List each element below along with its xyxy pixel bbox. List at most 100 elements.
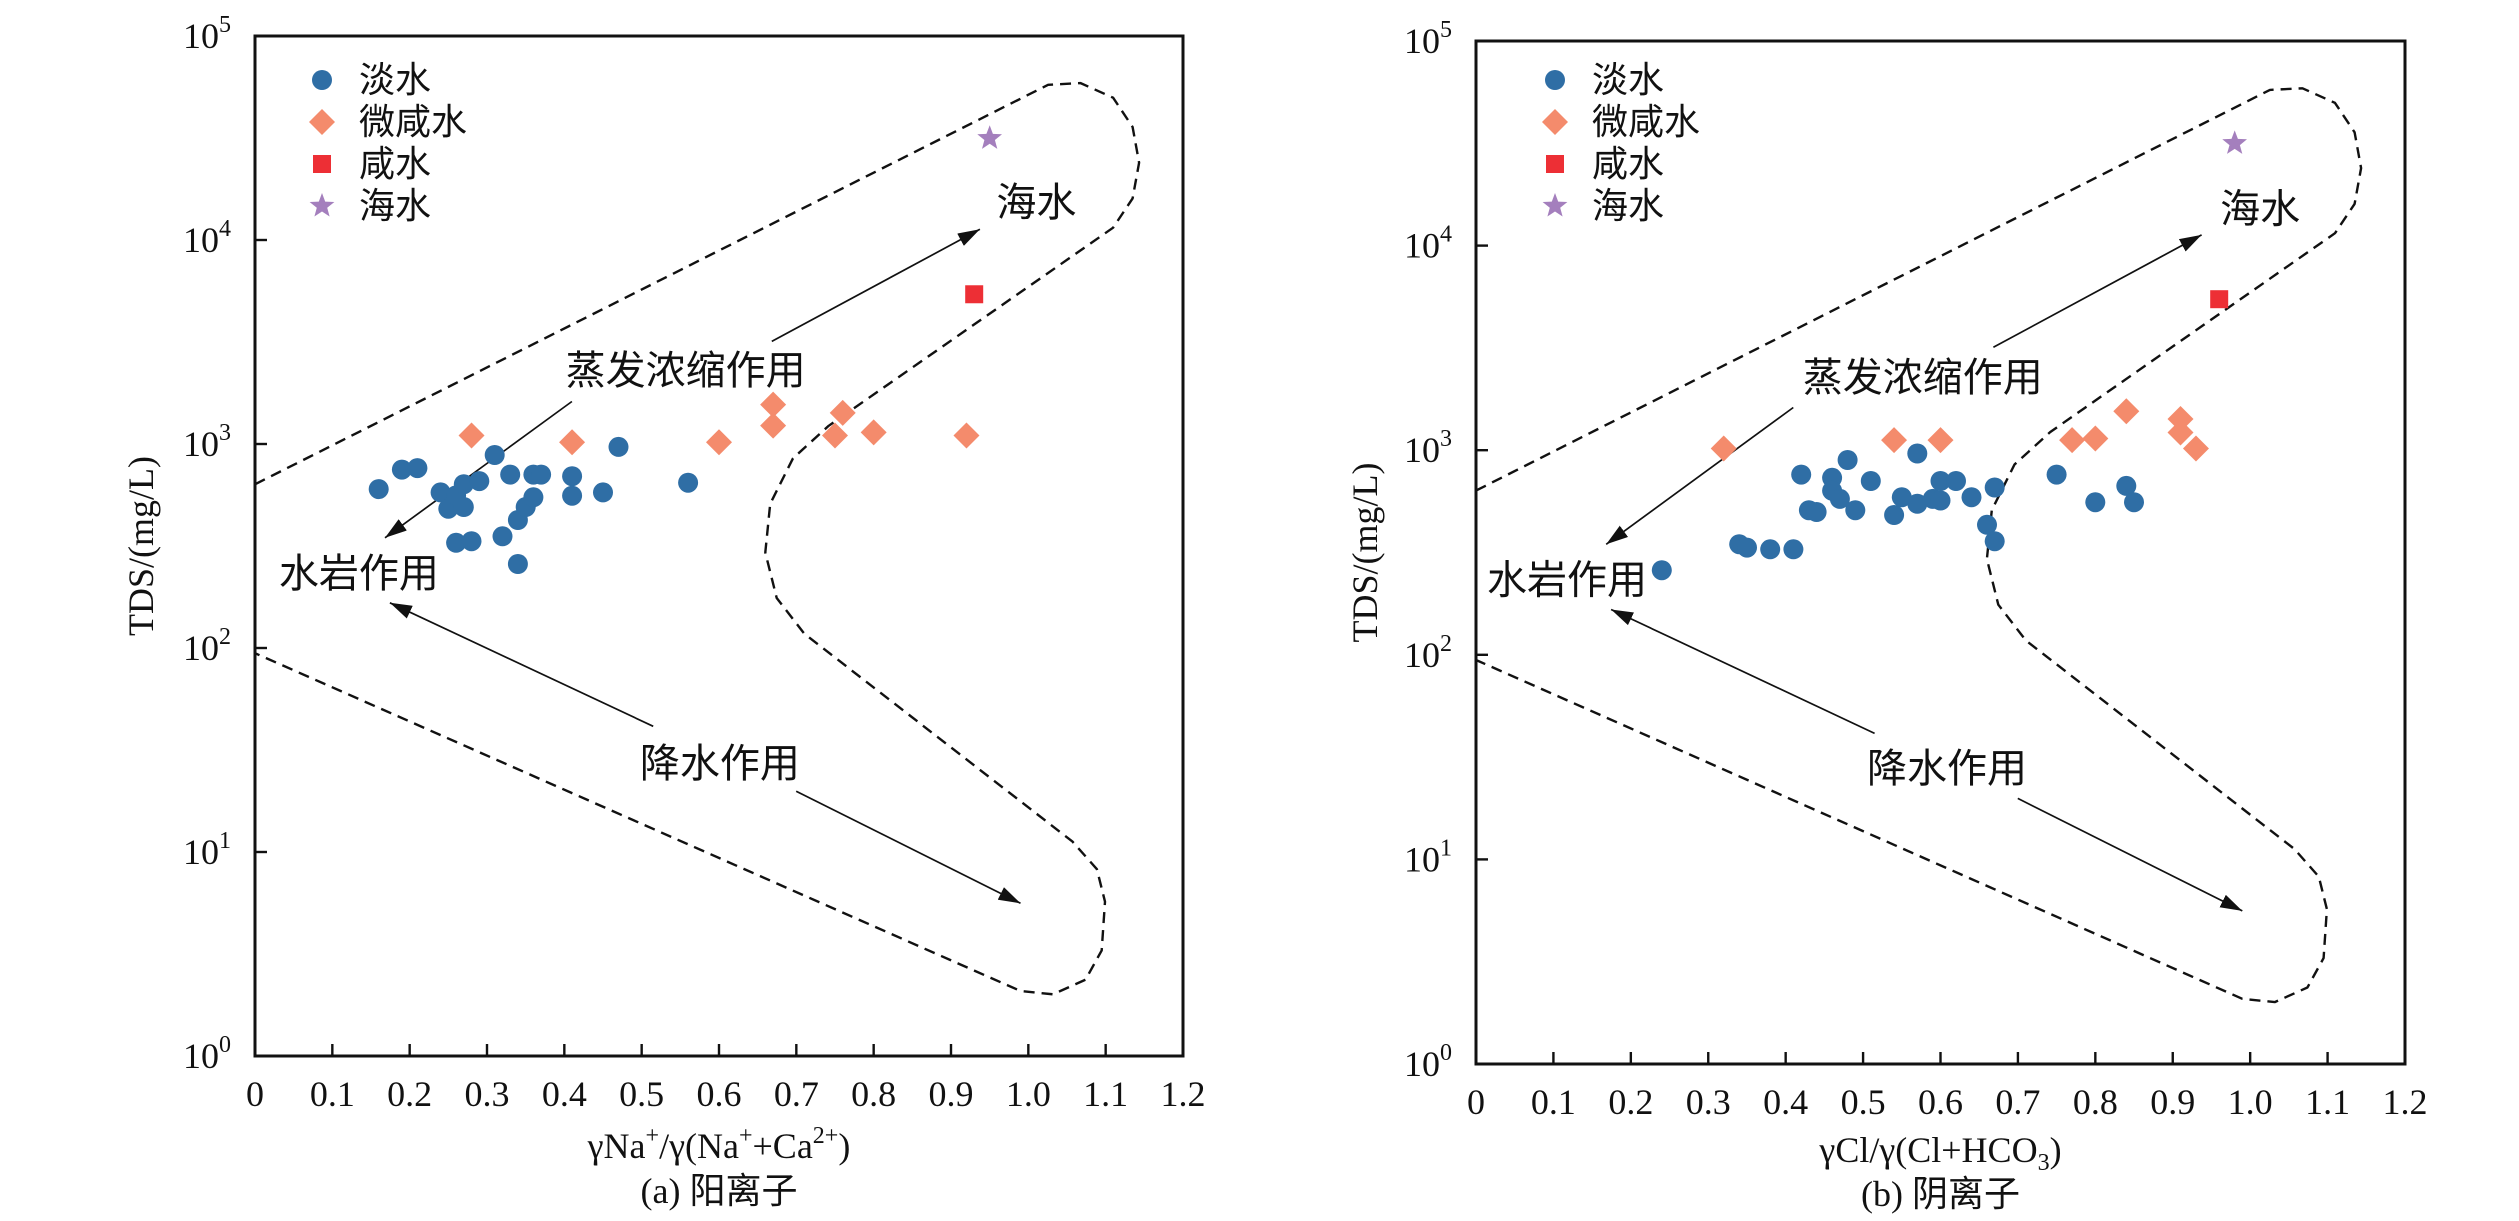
y-tick-base: 10 — [1404, 1044, 1440, 1084]
x-tick-label: 0 — [1467, 1082, 1485, 1122]
x-tick-label: 1.0 — [2228, 1082, 2273, 1122]
panel-b-anion-chart: 0 0.1 0.2 0.3 0.4 0.5 0.6 0.7 0.8 0.9 1.0 1.1 1.2100… — [1345, 17, 2428, 1214]
y-tick-exponent: 1 — [219, 828, 231, 854]
water-rock-arrow — [1605, 406, 1794, 545]
y-tick-label: 104 — [1404, 222, 1452, 266]
x-tick-label: 0.2 — [1608, 1082, 1653, 1122]
x-tick-label: 0.1 — [1531, 1082, 1576, 1122]
legend-freshwater-marker — [1545, 70, 1565, 90]
freshwater-point — [523, 487, 544, 508]
freshwater-point — [469, 471, 490, 492]
y-tick-label: 105 — [183, 12, 231, 56]
x-axis-title-part: 3 — [2038, 1150, 2050, 1176]
freshwater-point — [2124, 492, 2144, 513]
freshwater-point — [531, 464, 552, 485]
x-tick-label: 0.7 — [774, 1074, 819, 1114]
freshwater-point — [1860, 471, 1881, 491]
x-tick-label: 0 — [246, 1074, 264, 1114]
freshwater-point — [391, 459, 412, 480]
y-tick-base: 10 — [1404, 226, 1440, 266]
freshwater-point — [1961, 487, 1982, 508]
x-axis-title-part: /γ(Na — [659, 1126, 739, 1166]
freshwater-point — [2085, 492, 2106, 513]
legend-seawater-marker — [309, 193, 335, 217]
freshwater-point — [678, 472, 699, 493]
y-tick-base: 10 — [183, 1036, 219, 1076]
precipitation-arrow — [2017, 797, 2243, 912]
y-tick-exponent: 2 — [1440, 631, 1452, 657]
x-tick-label: 0.9 — [2150, 1082, 2195, 1122]
legend-seawater-label: 海水 — [1592, 186, 1664, 226]
y-tick-exponent: 4 — [219, 216, 231, 242]
y-tick-base: 10 — [183, 424, 219, 464]
legend-brackish-water-label: 微咸水 — [359, 102, 467, 142]
y-tick-label: 104 — [183, 216, 231, 260]
legend-brackish-water-marker — [1542, 109, 1568, 135]
freshwater-point — [507, 554, 528, 574]
evaporation-arrow — [771, 228, 981, 343]
freshwater-point — [1984, 477, 2005, 498]
freshwater-point — [2116, 475, 2137, 496]
x-tick-label: 1.1 — [2305, 1082, 2350, 1122]
y-tick-label: 103 — [183, 420, 231, 464]
x-tick-label: 0.4 — [1763, 1082, 1808, 1122]
brackish-water-point — [458, 422, 485, 449]
y-tick-exponent: 1 — [1440, 835, 1452, 861]
y-tick-exponent: 5 — [1440, 17, 1452, 43]
precipitation-label: 降水作用 — [640, 741, 800, 786]
y-tick-label: 101 — [1404, 835, 1452, 879]
seawater-label: 海水 — [996, 180, 1076, 225]
y-tick-exponent: 2 — [219, 624, 231, 650]
water-rock-interaction-label: 水岩作用 — [279, 551, 439, 596]
brackish-water-point — [706, 429, 732, 456]
x-tick-label: 1.0 — [1006, 1074, 1051, 1114]
freshwater-point — [484, 445, 505, 465]
precipitation-to-water-rock-arrow — [1610, 608, 1875, 735]
legend-saline-water-label: 咸水 — [359, 144, 431, 184]
freshwater-point — [1884, 505, 1905, 525]
saline-water-point — [2210, 290, 2229, 309]
freshwater-point — [430, 482, 451, 503]
panel-caption: (a) 阳离子 — [641, 1171, 798, 1211]
y-tick-base: 10 — [183, 628, 219, 668]
freshwater-point — [1946, 471, 1966, 491]
y-tick-base: 10 — [1404, 839, 1440, 879]
brackish-water-point — [829, 399, 856, 426]
x-tick-label: 1.1 — [1083, 1074, 1128, 1114]
x-tick-label: 0.8 — [851, 1074, 896, 1114]
legend-brackish-water-marker — [309, 109, 335, 135]
freshwater-point — [1783, 539, 1804, 560]
water-rock-interaction-label: 水岩作用 — [1487, 558, 1647, 603]
freshwater-point — [368, 479, 389, 500]
freshwater-point — [492, 526, 513, 547]
freshwater-point — [1651, 560, 1672, 581]
brackish-water-point — [2167, 406, 2194, 433]
process-boundary-envelope — [254, 81, 1141, 996]
freshwater-point — [1845, 500, 1866, 521]
freshwater-point — [1806, 502, 1827, 522]
freshwater-point — [1984, 531, 2005, 552]
x-tick-label: 0.4 — [542, 1074, 587, 1114]
freshwater-point — [1891, 487, 1912, 508]
precipitation-arrow — [795, 790, 1021, 905]
x-tick-label: 1.2 — [1161, 1074, 1206, 1114]
legend-freshwater-label: 淡水 — [359, 60, 431, 100]
freshwater-point — [593, 482, 613, 503]
freshwater-point — [453, 497, 474, 517]
brackish-water-point — [2059, 427, 2086, 454]
saline-water-point — [965, 285, 984, 304]
y-tick-exponent: 3 — [219, 420, 231, 446]
y-axis-title: TDS/(mg/L) — [121, 456, 161, 636]
freshwater-point — [562, 466, 583, 487]
y-axis-title: TDS/(mg/L) — [1345, 463, 1385, 643]
y-tick-exponent: 0 — [1440, 1040, 1452, 1066]
brackish-water-point — [559, 429, 586, 456]
y-tick-exponent: 4 — [1440, 222, 1452, 248]
x-axis-title-part: ) — [838, 1126, 850, 1166]
freshwater-point — [1907, 493, 1928, 514]
y-tick-label: 101 — [183, 828, 231, 872]
brackish-water-point — [760, 391, 787, 418]
